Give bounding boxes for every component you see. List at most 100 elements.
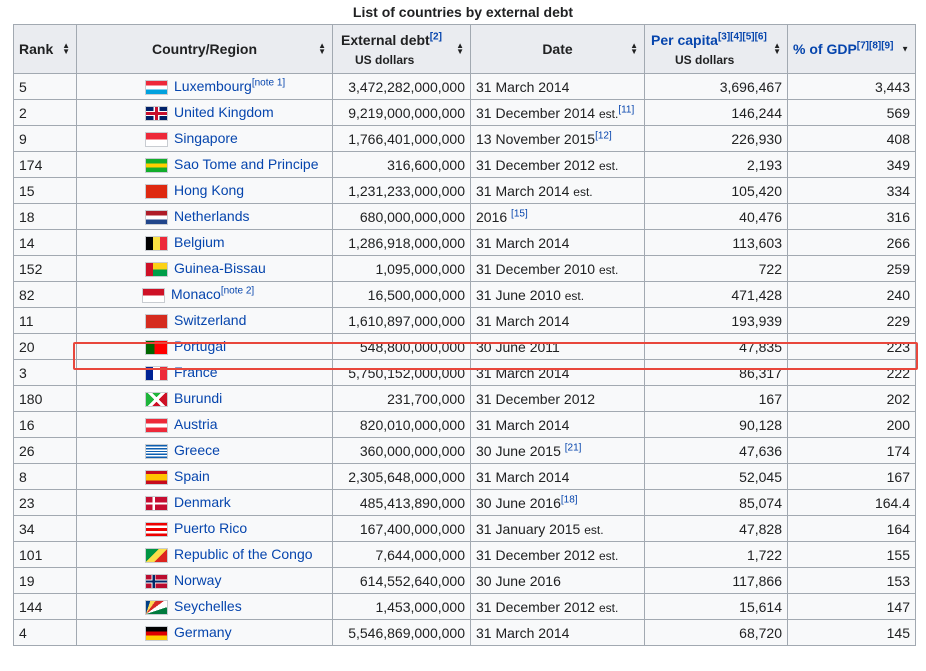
date-column-header[interactable]: Date ▲ ▼ <box>470 24 645 74</box>
country-link[interactable]: Belgium <box>174 234 225 251</box>
greece-flag-icon[interactable] <box>145 443 168 459</box>
country-note[interactable]: [note 1] <box>251 77 286 89</box>
per-capita-cell: 471,428 <box>644 281 788 308</box>
rank-cell: 16 <box>13 411 77 438</box>
rank-column-header[interactable]: Rank ▲ ▼ <box>13 24 77 74</box>
date-cell: 31 March 2014 <box>470 229 645 256</box>
sort-both-icon[interactable]: ▲ ▼ <box>630 41 638 56</box>
country-link[interactable]: Monaco <box>171 286 221 303</box>
denmark-flag-icon[interactable] <box>145 495 168 511</box>
hong-kong-flag-icon[interactable] <box>145 183 168 199</box>
per-capita-header-ref[interactable]: [3][4][5][6] <box>717 30 767 42</box>
country-link[interactable]: Seychelles <box>174 598 242 615</box>
sort-both-icon[interactable]: ▲ ▼ <box>318 41 326 56</box>
per-capita-header-link[interactable]: Per capita <box>651 31 718 48</box>
date-ref[interactable]: [21] <box>564 441 582 453</box>
country-cell: Hong Kong <box>76 177 333 204</box>
rank-value: 23 <box>19 494 35 511</box>
country-cell: Luxembourg[note 1] <box>76 73 333 100</box>
guinea-bissau-flag-icon[interactable] <box>145 261 168 277</box>
debt-cell: 548,800,000,000 <box>332 333 471 360</box>
country-cell: Norway <box>76 567 333 594</box>
singapore-flag-icon[interactable] <box>145 131 168 147</box>
sort-both-icon[interactable]: ▲ ▼ <box>773 41 781 56</box>
country-link[interactable]: Germany <box>174 624 232 641</box>
country-link[interactable]: Hong Kong <box>174 182 245 199</box>
date-cell: 30 June 2015 [21] <box>470 437 645 464</box>
uk-flag-icon[interactable] <box>145 105 168 121</box>
country-link[interactable]: Portugal <box>174 338 227 355</box>
date-value: 31 December 2012 <box>476 546 596 563</box>
gdp-column-header[interactable]: % of GDP[7][8][9] ▼ <box>787 24 916 74</box>
portugal-flag-icon[interactable] <box>145 339 168 355</box>
debt-column-header[interactable]: External debt[2] US dollars ▲ ▼ <box>332 24 471 74</box>
debt-cell: 5,546,869,000,000 <box>332 619 471 646</box>
rank-cell: 11 <box>13 307 77 334</box>
per-capita-cell: 52,045 <box>644 463 788 490</box>
per-capita-cell: 68,720 <box>644 619 788 646</box>
country-link[interactable]: Puerto Rico <box>174 520 248 537</box>
country-link[interactable]: Netherlands <box>174 208 250 225</box>
congo-flag-icon[interactable] <box>145 547 168 563</box>
country-link[interactable]: Republic of the Congo <box>174 546 313 563</box>
germany-flag-icon[interactable] <box>145 625 168 641</box>
country-column-header[interactable]: Country/Region ▲ ▼ <box>76 24 333 74</box>
debt-cell: 9,219,000,000,000 <box>332 99 471 126</box>
country-link[interactable]: Spain <box>174 468 210 485</box>
gdp-header-link[interactable]: % of GDP <box>793 41 857 57</box>
country-link[interactable]: Guinea-Bissau <box>174 260 266 277</box>
france-flag-icon[interactable] <box>145 365 168 381</box>
per-capita-header-unit: US dollars <box>675 52 735 67</box>
gdp-value: 147 <box>886 598 910 615</box>
seychelles-flag-icon[interactable] <box>145 599 168 615</box>
country-link[interactable]: United Kingdom <box>174 104 274 121</box>
per-capita-value: 90,128 <box>739 416 782 433</box>
rank-cell: 23 <box>13 489 77 516</box>
country-link[interactable]: Burundi <box>174 390 223 407</box>
country-link[interactable]: Greece <box>174 442 220 459</box>
puerto-rico-flag-icon[interactable] <box>145 521 168 537</box>
debt-value: 1,453,000,000 <box>375 598 465 615</box>
debt-cell: 167,400,000,000 <box>332 515 471 542</box>
country-link[interactable]: Austria <box>174 416 218 433</box>
switzerland-flag-icon[interactable] <box>145 313 168 329</box>
table-row: 18 Netherlands 680,000,000,000 2016 [15] 40,… <box>13 203 916 230</box>
austria-flag-icon[interactable] <box>145 417 168 433</box>
date-ref[interactable]: [12] <box>595 129 612 141</box>
netherlands-flag-icon[interactable] <box>145 209 168 225</box>
country-link[interactable]: Luxembourg <box>174 78 252 95</box>
belgium-flag-icon[interactable] <box>145 235 168 251</box>
date-cell: 13 November 2015[12] <box>470 125 645 152</box>
gdp-value: 222 <box>886 364 910 381</box>
per-capita-column-header[interactable]: Per capita[3][4][5][6] US dollars ▲ ▼ <box>644 24 788 74</box>
per-capita-cell: 47,835 <box>644 333 788 360</box>
debt-value: 7,644,000,000 <box>375 546 465 563</box>
date-ref[interactable]: [15] <box>511 207 528 219</box>
country-link[interactable]: Denmark <box>174 494 231 511</box>
date-value: 2016 <box>476 208 512 225</box>
gdp-cell: 200 <box>787 411 916 438</box>
country-link[interactable]: Singapore <box>174 130 238 147</box>
date-value: 31 December 2012 <box>476 598 596 615</box>
burundi-flag-icon[interactable] <box>145 391 168 407</box>
sort-descending-icon[interactable]: ▼ <box>901 44 909 54</box>
luxembourg-flag-icon[interactable] <box>145 79 168 95</box>
gdp-value: 229 <box>886 312 910 329</box>
gdp-header-ref[interactable]: [7][8][9] <box>856 40 894 52</box>
date-value: 31 December 2014 <box>476 104 596 121</box>
country-link[interactable]: France <box>174 364 218 381</box>
sort-both-icon[interactable]: ▲ ▼ <box>62 41 70 56</box>
monaco-flag-icon[interactable] <box>142 287 165 303</box>
country-link[interactable]: Sao Tome and Principe <box>174 156 319 173</box>
debt-header-ref[interactable]: [2] <box>429 30 442 42</box>
debt-cell: 1,231,233,000,000 <box>332 177 471 204</box>
spain-flag-icon[interactable] <box>145 469 168 485</box>
sao-tome-flag-icon[interactable] <box>145 157 168 173</box>
sort-both-icon[interactable]: ▲ ▼ <box>456 41 464 56</box>
country-note[interactable]: [note 2] <box>220 285 255 297</box>
date-ref[interactable]: [11] <box>618 103 635 115</box>
date-ref[interactable]: [18] <box>560 493 578 505</box>
norway-flag-icon[interactable] <box>145 573 168 589</box>
country-link[interactable]: Switzerland <box>174 312 247 329</box>
country-link[interactable]: Norway <box>174 572 222 589</box>
